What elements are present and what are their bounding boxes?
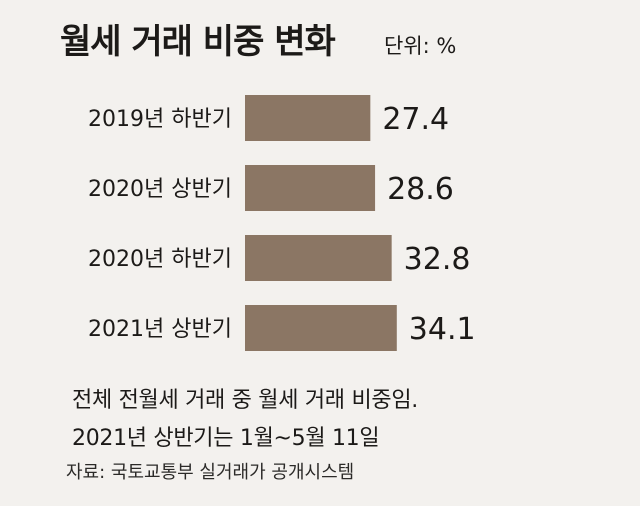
category-label: 2020년 하반기 [88,247,232,272]
category-label: 2020년 상반기 [88,177,232,202]
footnote-line-2: 2021년 상반기는 1월~5월 11일 [72,426,380,451]
bar-value-label: 28.6 [387,172,454,207]
bar-value-label: 32.8 [404,242,471,277]
bar-value-label: 34.1 [409,312,476,347]
bar [245,235,392,281]
bar [245,165,376,211]
category-label: 2021년 상반기 [88,317,232,342]
bar [245,305,397,351]
source-note: 자료: 국토교통부 실거래가 공개시스템 [66,462,355,483]
bar [245,95,371,141]
category-label: 2019년 하반기 [88,107,232,132]
bar-chart: 2019년 하반기 27.4 2020년 상반기 28.6 2020년 하반기 32.8 2… [88,95,476,351]
chart-title: 월세 거래 비중 변화 [60,22,336,62]
footnote-line-1: 전체 전월세 거래 중 월세 거래 비중임. [72,388,418,413]
bar-value-label: 27.4 [382,102,449,137]
unit-label: 단위: % [384,34,457,58]
